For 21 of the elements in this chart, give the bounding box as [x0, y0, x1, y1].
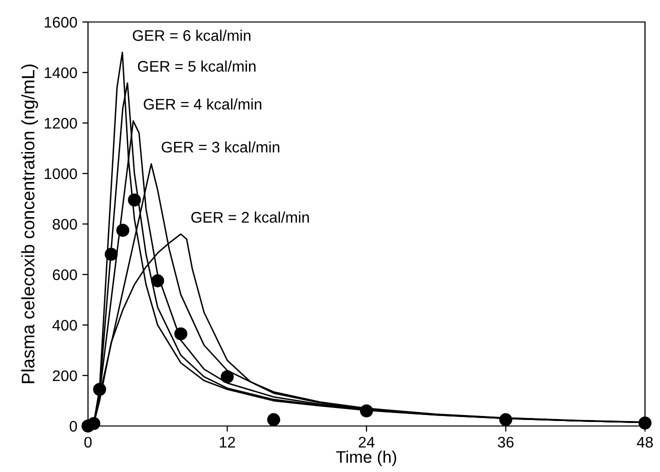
- x-tick-label: 36: [498, 436, 514, 448]
- series-label: GER = 2 kcal/min: [191, 212, 309, 223]
- x-tick-label: 24: [358, 436, 375, 448]
- y-tick-label: 0: [70, 420, 77, 432]
- series-label: GER = 4 kcal/min: [144, 98, 262, 110]
- series-label: GER = 3 kcal/min: [162, 141, 280, 153]
- y-tick-label: 400: [52, 320, 77, 331]
- y-tick-label: 1200: [44, 118, 77, 129]
- y-tick-label: 200: [52, 370, 77, 382]
- series-label: GER = 6 kcal/min: [132, 30, 250, 41]
- y-axis-title: Plasma celecoxib concentration (ng/mL): [21, 64, 38, 384]
- y-tick-label: 1000: [44, 168, 77, 180]
- y-tick-label: 1400: [44, 67, 77, 78]
- series-label: GER = 5 kcal/min: [138, 60, 256, 72]
- y-tick-label: 600: [52, 269, 77, 280]
- x-tick-label: 12: [220, 436, 235, 448]
- y-tick-label: 800: [52, 218, 77, 230]
- y-tick-label: 1600: [44, 16, 77, 28]
- x-axis-title: Time (h): [336, 450, 396, 466]
- x-tick-label: 0: [84, 436, 92, 448]
- x-tick-label: 48: [636, 436, 653, 448]
